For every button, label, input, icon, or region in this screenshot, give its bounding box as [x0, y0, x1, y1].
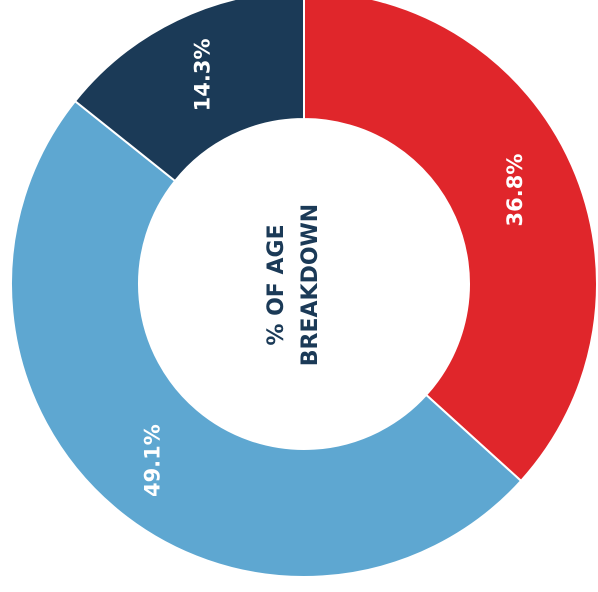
- chart-title-line-2: BREAKDOWN: [298, 204, 323, 366]
- slice-label-1: 49.1%: [141, 424, 165, 497]
- slice-label-0: 36.8%: [503, 154, 527, 227]
- donut-slice-1: [10, 99, 523, 578]
- chart-title-line-1: % OF AGE: [264, 224, 289, 345]
- donut-slice-2: [73, 0, 305, 183]
- donut-slices: [10, 0, 598, 578]
- donut-slice-0: [303, 0, 598, 483]
- slice-label-2: 14.3%: [190, 39, 214, 112]
- slice-labels: 36.8% 49.1% 14.3%: [141, 39, 528, 498]
